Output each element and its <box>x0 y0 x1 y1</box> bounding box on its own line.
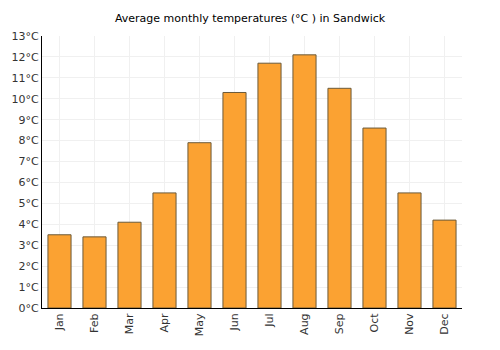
svg-text:6°C: 6°C <box>19 176 39 189</box>
svg-text:9°C: 9°C <box>19 114 39 127</box>
svg-text:Sep: Sep <box>333 313 346 334</box>
svg-text:Average monthly temperatures (: Average monthly temperatures (°C ) in Sa… <box>115 12 386 25</box>
svg-text:11°C: 11°C <box>12 72 39 85</box>
svg-text:5°C: 5°C <box>19 197 39 210</box>
svg-text:Feb: Feb <box>88 313 101 332</box>
svg-text:May: May <box>193 313 206 336</box>
svg-text:10°C: 10°C <box>12 93 39 106</box>
svg-text:3°C: 3°C <box>19 239 39 252</box>
svg-text:12°C: 12°C <box>12 51 39 64</box>
svg-text:8°C: 8°C <box>19 134 39 147</box>
svg-text:7°C: 7°C <box>19 155 39 168</box>
svg-text:Apr: Apr <box>158 313 171 333</box>
svg-text:2°C: 2°C <box>19 260 39 273</box>
svg-text:Aug: Aug <box>298 313 311 334</box>
svg-text:13°C: 13°C <box>12 30 39 43</box>
svg-text:Jul: Jul <box>263 313 276 327</box>
svg-text:Dec: Dec <box>438 313 451 334</box>
svg-text:0°C: 0°C <box>19 302 39 315</box>
svg-text:Jun: Jun <box>228 313 241 331</box>
svg-text:Oct: Oct <box>368 313 381 333</box>
svg-text:Nov: Nov <box>403 313 416 335</box>
svg-text:Jan: Jan <box>53 313 66 331</box>
svg-text:1°C: 1°C <box>19 281 39 294</box>
svg-text:4°C: 4°C <box>19 218 39 231</box>
svg-text:Mar: Mar <box>123 313 136 334</box>
